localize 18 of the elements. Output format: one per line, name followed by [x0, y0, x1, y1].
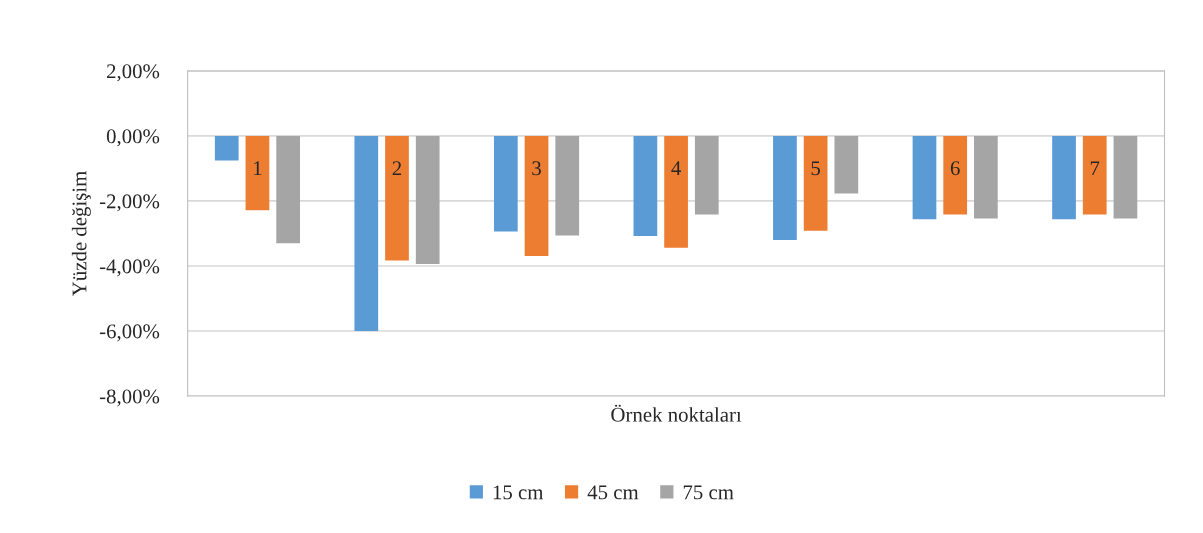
legend-label: 75 cm	[683, 485, 734, 500]
x-tick-label: 7	[1090, 161, 1100, 176]
y-tick-label: 0,00%	[106, 129, 160, 147]
y-axis-title: Yüzde değişim	[71, 171, 91, 296]
legend-label: 15 cm	[493, 485, 544, 500]
y-tick-label: 2,00%	[106, 64, 160, 82]
x-tick-label: 3	[532, 161, 541, 176]
legend-label: 45 cm	[587, 485, 639, 500]
y-tick-label: -8,00%	[99, 389, 160, 407]
x-tick-label: 1	[254, 161, 262, 176]
x-axis-title: Örnek noktaları	[611, 404, 742, 422]
x-tick-label: 2	[392, 161, 402, 176]
y-tick-label: -2,00%	[99, 194, 160, 212]
y-tick-label: -6,00%	[99, 324, 160, 342]
x-tick-label: 4	[671, 161, 681, 176]
x-tick-label: 5	[811, 161, 821, 176]
x-tick-label: 6	[950, 161, 960, 176]
y-tick-label: -4,00%	[99, 259, 160, 277]
